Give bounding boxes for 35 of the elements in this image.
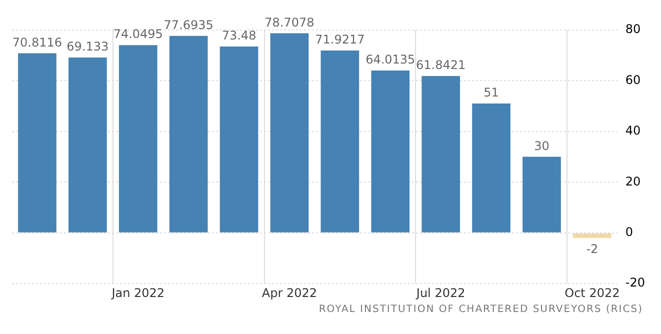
- data-label: 74.0495: [113, 27, 163, 42]
- text: ROYAL INSTITUTION OF CHARTERED SURVEYORS (RICS): [318, 304, 644, 315]
- bar: [573, 233, 612, 238]
- bar: [169, 36, 208, 232]
- y-tick-label: -20: [625, 276, 646, 290]
- bar: [220, 46, 258, 232]
- y-tick-label: 80: [625, 22, 641, 36]
- bar: [522, 156, 561, 232]
- y-tick-label: 60: [625, 72, 641, 87]
- data-label: 78.7078: [264, 15, 314, 30]
- data-label: 69.133: [66, 40, 109, 54]
- x-tick-label: Apr 2022: [262, 286, 318, 300]
- bar: [422, 76, 460, 232]
- data-label: 51: [484, 86, 499, 100]
- bar: [68, 58, 107, 232]
- bar: [371, 70, 410, 232]
- data-label: 71.9217: [315, 32, 365, 47]
- y-tick-label: 20: [625, 174, 641, 188]
- data-label: 61.8421: [416, 58, 466, 72]
- y-tick-label: 40: [625, 124, 641, 138]
- bar: [118, 45, 158, 232]
- y-tick-label: 0: [625, 225, 634, 240]
- data-label: 30: [534, 138, 550, 153]
- data-label: 70.8116: [12, 35, 62, 50]
- x-tick-label: Oct 2022: [564, 286, 620, 300]
- bar: [472, 104, 510, 232]
- x-tick-label: Jan 2022: [110, 286, 165, 300]
- x-tick-label: Jul 2022: [415, 286, 466, 300]
- bar: [320, 50, 360, 232]
- data-label: 77.6935: [164, 18, 214, 32]
- bar: [18, 53, 56, 232]
- data-label: 64.0135: [366, 52, 416, 67]
- bar: [270, 33, 309, 232]
- data-label: -2: [586, 242, 598, 256]
- data-label: 73.48: [222, 28, 256, 43]
